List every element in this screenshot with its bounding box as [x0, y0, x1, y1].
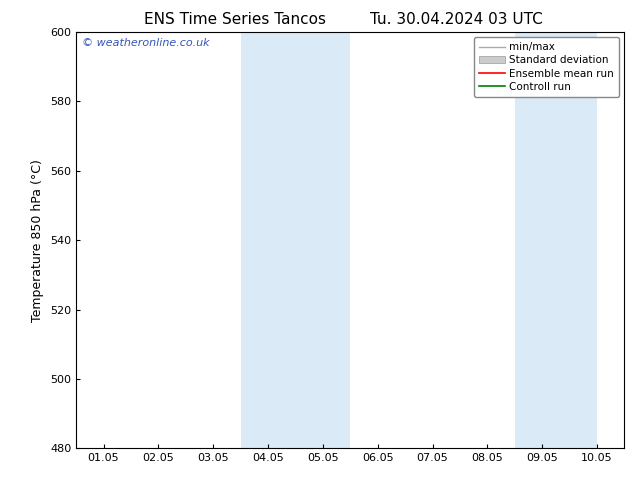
- Text: Tu. 30.04.2024 03 UTC: Tu. 30.04.2024 03 UTC: [370, 12, 543, 27]
- Text: ENS Time Series Tancos: ENS Time Series Tancos: [143, 12, 326, 27]
- Legend: min/max, Standard deviation, Ensemble mean run, Controll run: min/max, Standard deviation, Ensemble me…: [474, 37, 619, 97]
- Bar: [241, 32, 350, 448]
- Bar: [515, 32, 597, 448]
- Text: © weatheronline.co.uk: © weatheronline.co.uk: [82, 38, 209, 48]
- Y-axis label: Temperature 850 hPa (°C): Temperature 850 hPa (°C): [32, 159, 44, 321]
